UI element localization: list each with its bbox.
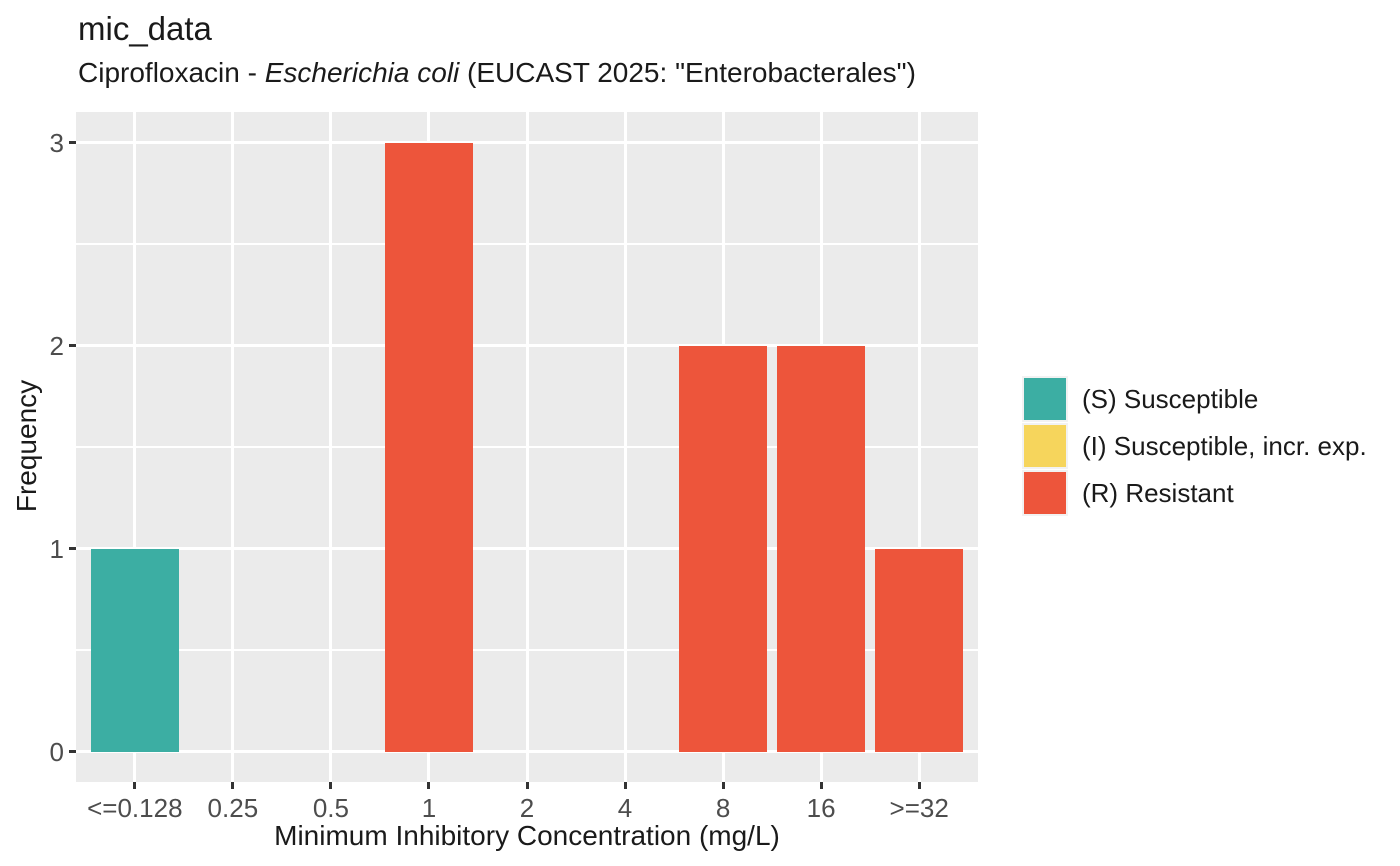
y-axis-title: Frequency <box>11 379 42 513</box>
x-tick-label: 8 <box>715 793 731 823</box>
legend-item-r: (R) Resistant <box>1022 470 1367 516</box>
x-tick-mark <box>329 782 333 789</box>
x-tick-mark <box>525 782 529 789</box>
y-tick-label: 1 <box>49 533 64 564</box>
legend-item-i: (I) Susceptible, incr. exp. <box>1022 423 1367 469</box>
legend-label-r: (R) Resistant <box>1082 478 1234 508</box>
vertical-gridline <box>623 112 627 782</box>
legend-swatch-i <box>1024 425 1066 467</box>
vertical-gridline <box>525 112 529 782</box>
x-tick-label: 16 <box>806 793 836 823</box>
x-tick-mark <box>819 782 823 789</box>
y-tick-mark <box>69 344 76 347</box>
y-tick-mark <box>69 141 76 144</box>
x-tick-label: 4 <box>617 793 633 823</box>
subtitle-organism: Escherichia coli <box>264 57 460 88</box>
legend-label-s: (S) Susceptible <box>1082 384 1259 414</box>
bar->=32 <box>875 548 964 752</box>
y-tick-label: 0 <box>49 736 64 767</box>
y-tick-label: 3 <box>49 127 64 158</box>
legend: (S) Susceptible (I) Susceptible, incr. ex… <box>1022 376 1367 517</box>
bar-16 <box>777 345 866 752</box>
legend-key-i <box>1022 423 1068 469</box>
subtitle-antibiotic: Ciprofloxacin - <box>78 57 265 88</box>
x-tick-mark <box>133 782 137 789</box>
chart-title: mic_data <box>78 10 212 47</box>
legend-key-r <box>1022 470 1068 516</box>
x-tick-mark <box>721 782 725 789</box>
x-tick-label: >=32 <box>889 793 949 823</box>
x-tick-label: 2 <box>519 793 535 823</box>
x-tick-mark <box>917 782 921 789</box>
legend-item-s: (S) Susceptible <box>1022 376 1367 422</box>
x-tick-label: <=0.128 <box>87 793 183 823</box>
legend-label-i: (I) Susceptible, incr. exp. <box>1082 431 1367 461</box>
subtitle-guideline: (EUCAST 2025: "Enterobacterales") <box>459 57 916 88</box>
x-tick-mark <box>231 782 235 789</box>
x-tick-label: 1 <box>421 793 437 823</box>
chart-subtitle: Ciprofloxacin - Escherichia coli (EUCAST… <box>78 59 916 87</box>
bar-8 <box>678 345 768 752</box>
legend-key-s <box>1022 376 1068 422</box>
bar-1 <box>384 142 474 752</box>
y-tick-mark <box>69 547 76 550</box>
legend-swatch-r <box>1024 472 1066 514</box>
vertical-gridline <box>231 112 235 782</box>
plot-panel <box>76 112 978 782</box>
y-tick-label: 2 <box>49 330 64 361</box>
x-tick-mark <box>427 782 431 789</box>
x-tick-label: 0.25 <box>207 793 259 823</box>
x-tick-label: 0.5 <box>312 793 349 823</box>
x-axis-title: Minimum Inhibitory Concentration (mg/L) <box>274 820 780 851</box>
vertical-gridline <box>133 112 137 782</box>
vertical-gridline <box>329 112 333 782</box>
y-tick-mark <box>69 750 76 753</box>
bar-<=0.128 <box>90 548 179 752</box>
x-tick-mark <box>623 782 627 789</box>
vertical-gridline <box>917 112 921 782</box>
legend-swatch-s <box>1024 378 1066 420</box>
